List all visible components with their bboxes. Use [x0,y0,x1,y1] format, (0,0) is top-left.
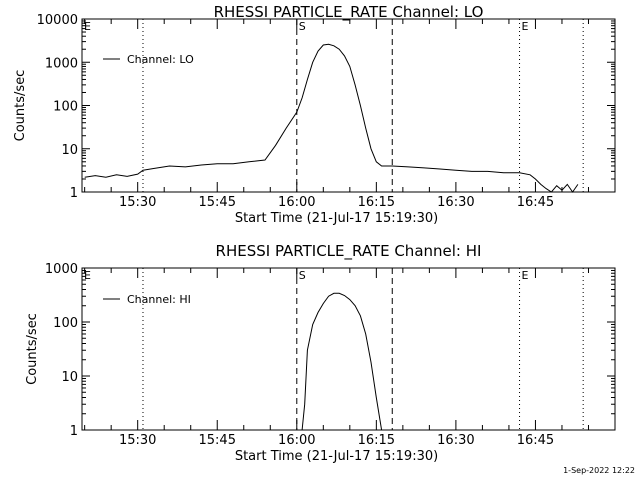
bottom-chart-hi: RHESSI PARTICLE_RATE Channel: HI Start Ti… [25,242,616,464]
series-line [301,292,383,431]
x-tick-label: 16:00 [278,195,315,210]
marker-label: S [299,20,306,33]
x-tick-label: 16:15 [358,433,395,448]
x-tick-label: 15:30 [119,433,156,448]
top-chart-lo: RHESSI PARTICLE_RATE Channel: LO Start Ti… [13,3,616,226]
marker-label: E [84,20,91,33]
y-tick-label: 1 [70,186,78,201]
x-tick-label: 16:15 [358,195,395,210]
plot-frame [81,18,616,193]
x-tick-label: 15:30 [119,195,156,210]
y-tick-label: 10 [61,143,78,158]
x-tick-label: 16:30 [437,433,474,448]
y-axis-label: Counts/sec [25,313,40,385]
footer-timestamp: 1-Sep-2022 12:22 [563,466,635,475]
y-tick-label: 1000 [45,262,78,277]
marker-label: S [299,269,306,282]
x-tick-label: 15:45 [199,433,236,448]
x-tick-label: 16:45 [517,433,554,448]
legend-label: Channel: HI [127,293,191,306]
x-tick-label: 16:30 [437,195,474,210]
legend-label: Channel: LO [127,53,194,66]
chart-title: RHESSI PARTICLE_RATE Channel: HI [216,242,482,261]
marker-label: E [84,269,91,282]
chart-title: RHESSI PARTICLE_RATE Channel: LO [214,3,484,22]
y-tick-label: 100 [53,316,78,331]
x-axis-label: Start Time (21-Jul-17 15:19:30) [235,211,438,226]
x-axis-label: Start Time (21-Jul-17 15:19:30) [235,449,438,464]
y-axis-label: Counts/sec [13,70,28,142]
series-line [84,43,579,193]
x-tick-label: 16:00 [278,433,315,448]
y-tick-label: 1000 [45,56,78,71]
marker-label: E [522,20,529,33]
y-tick-label: 10 [61,370,78,385]
marker-label: E [522,269,529,282]
y-tick-label: 10000 [37,13,78,28]
x-tick-label: 16:45 [517,195,554,210]
x-tick-label: 15:45 [199,195,236,210]
y-tick-label: 100 [53,100,78,115]
y-tick-label: 1 [70,424,78,439]
